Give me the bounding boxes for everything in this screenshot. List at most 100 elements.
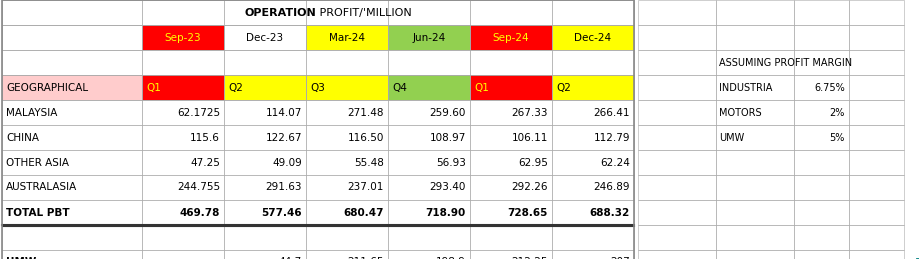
Text: 211.65: 211.65	[347, 257, 383, 259]
Bar	[715, 150, 793, 175]
Bar	[551, 150, 633, 175]
Bar	[848, 25, 903, 50]
Bar	[223, 100, 306, 125]
Bar	[388, 25, 470, 50]
Bar	[223, 25, 306, 50]
Bar	[637, 250, 715, 259]
Bar	[715, 225, 793, 250]
Bar	[2, 0, 633, 259]
Bar	[793, 250, 848, 259]
Bar	[142, 100, 223, 125]
Bar	[848, 200, 903, 225]
Bar	[715, 175, 793, 200]
Text: Dec-24: Dec-24	[573, 32, 611, 42]
Bar	[306, 225, 388, 250]
Text: GEOGRAPHICAL: GEOGRAPHICAL	[6, 83, 88, 92]
Bar	[306, 200, 388, 225]
Bar	[142, 50, 223, 75]
Text: Q4: Q4	[391, 83, 406, 92]
Bar	[2, 0, 142, 25]
Text: OTHER ASIA: OTHER ASIA	[6, 157, 69, 168]
Bar	[388, 150, 470, 175]
Bar	[470, 75, 551, 100]
Bar	[793, 50, 848, 75]
Bar	[470, 200, 551, 225]
Bar	[223, 250, 306, 259]
Bar	[848, 225, 903, 250]
Bar	[223, 25, 306, 50]
Bar	[223, 175, 306, 200]
Bar	[223, 100, 306, 125]
Bar	[142, 150, 223, 175]
Bar	[793, 150, 848, 175]
Text: 291.63: 291.63	[266, 183, 301, 192]
Bar	[848, 175, 903, 200]
Bar	[388, 225, 470, 250]
Bar	[2, 150, 142, 175]
Bar	[470, 225, 551, 250]
Text: UMW: UMW	[719, 133, 743, 142]
Bar	[388, 175, 470, 200]
Text: Jun-24: Jun-24	[412, 32, 445, 42]
Text: 56.93: 56.93	[436, 157, 466, 168]
Bar	[637, 50, 715, 75]
Bar	[2, 50, 142, 75]
Bar	[551, 50, 633, 75]
Bar	[848, 75, 903, 100]
Bar	[2, 75, 142, 100]
Bar	[715, 50, 793, 75]
Text: Q1: Q1	[473, 83, 488, 92]
Bar	[388, 75, 470, 100]
Bar	[470, 0, 551, 25]
Bar	[388, 250, 470, 259]
Text: 469.78: 469.78	[179, 207, 220, 218]
Text: 246.89: 246.89	[593, 183, 630, 192]
Text: 49.09: 49.09	[272, 157, 301, 168]
Bar	[551, 25, 633, 50]
Bar	[793, 100, 848, 125]
Bar	[848, 75, 903, 100]
Text: ASSUMING PROFIT MARGIN: ASSUMING PROFIT MARGIN	[719, 57, 851, 68]
Text: 212.25: 212.25	[511, 257, 548, 259]
Bar	[470, 175, 551, 200]
Text: Q2: Q2	[555, 83, 571, 92]
Bar	[637, 75, 715, 100]
Bar	[223, 175, 306, 200]
Bar	[142, 150, 223, 175]
Bar	[142, 75, 223, 100]
Bar	[637, 175, 715, 200]
Bar	[306, 200, 388, 225]
Bar	[2, 225, 142, 250]
Bar	[142, 100, 223, 125]
Bar	[715, 225, 793, 250]
Bar	[142, 75, 223, 100]
Bar	[637, 50, 715, 75]
Text: 577.46: 577.46	[261, 207, 301, 218]
Bar	[715, 150, 793, 175]
Bar	[551, 200, 633, 225]
Bar	[637, 200, 715, 225]
Bar	[306, 150, 388, 175]
Bar	[470, 150, 551, 175]
Bar	[142, 125, 223, 150]
Bar	[306, 25, 388, 50]
Bar	[848, 100, 903, 125]
Bar	[388, 50, 470, 75]
Bar	[223, 25, 306, 50]
Bar	[2, 125, 142, 150]
Bar	[848, 150, 903, 175]
Bar	[793, 0, 848, 25]
Text: 259.60: 259.60	[429, 107, 466, 118]
Bar	[306, 75, 388, 100]
Bar	[637, 250, 715, 259]
Bar	[2, 100, 142, 125]
Bar	[388, 200, 470, 225]
Text: Dec-23: Dec-23	[246, 32, 283, 42]
Bar	[637, 150, 715, 175]
Text: CHINA: CHINA	[6, 133, 39, 142]
Bar	[2, 0, 633, 25]
Bar	[306, 75, 388, 100]
Bar	[306, 50, 388, 75]
Bar	[715, 25, 793, 50]
Text: 112.79: 112.79	[593, 133, 630, 142]
